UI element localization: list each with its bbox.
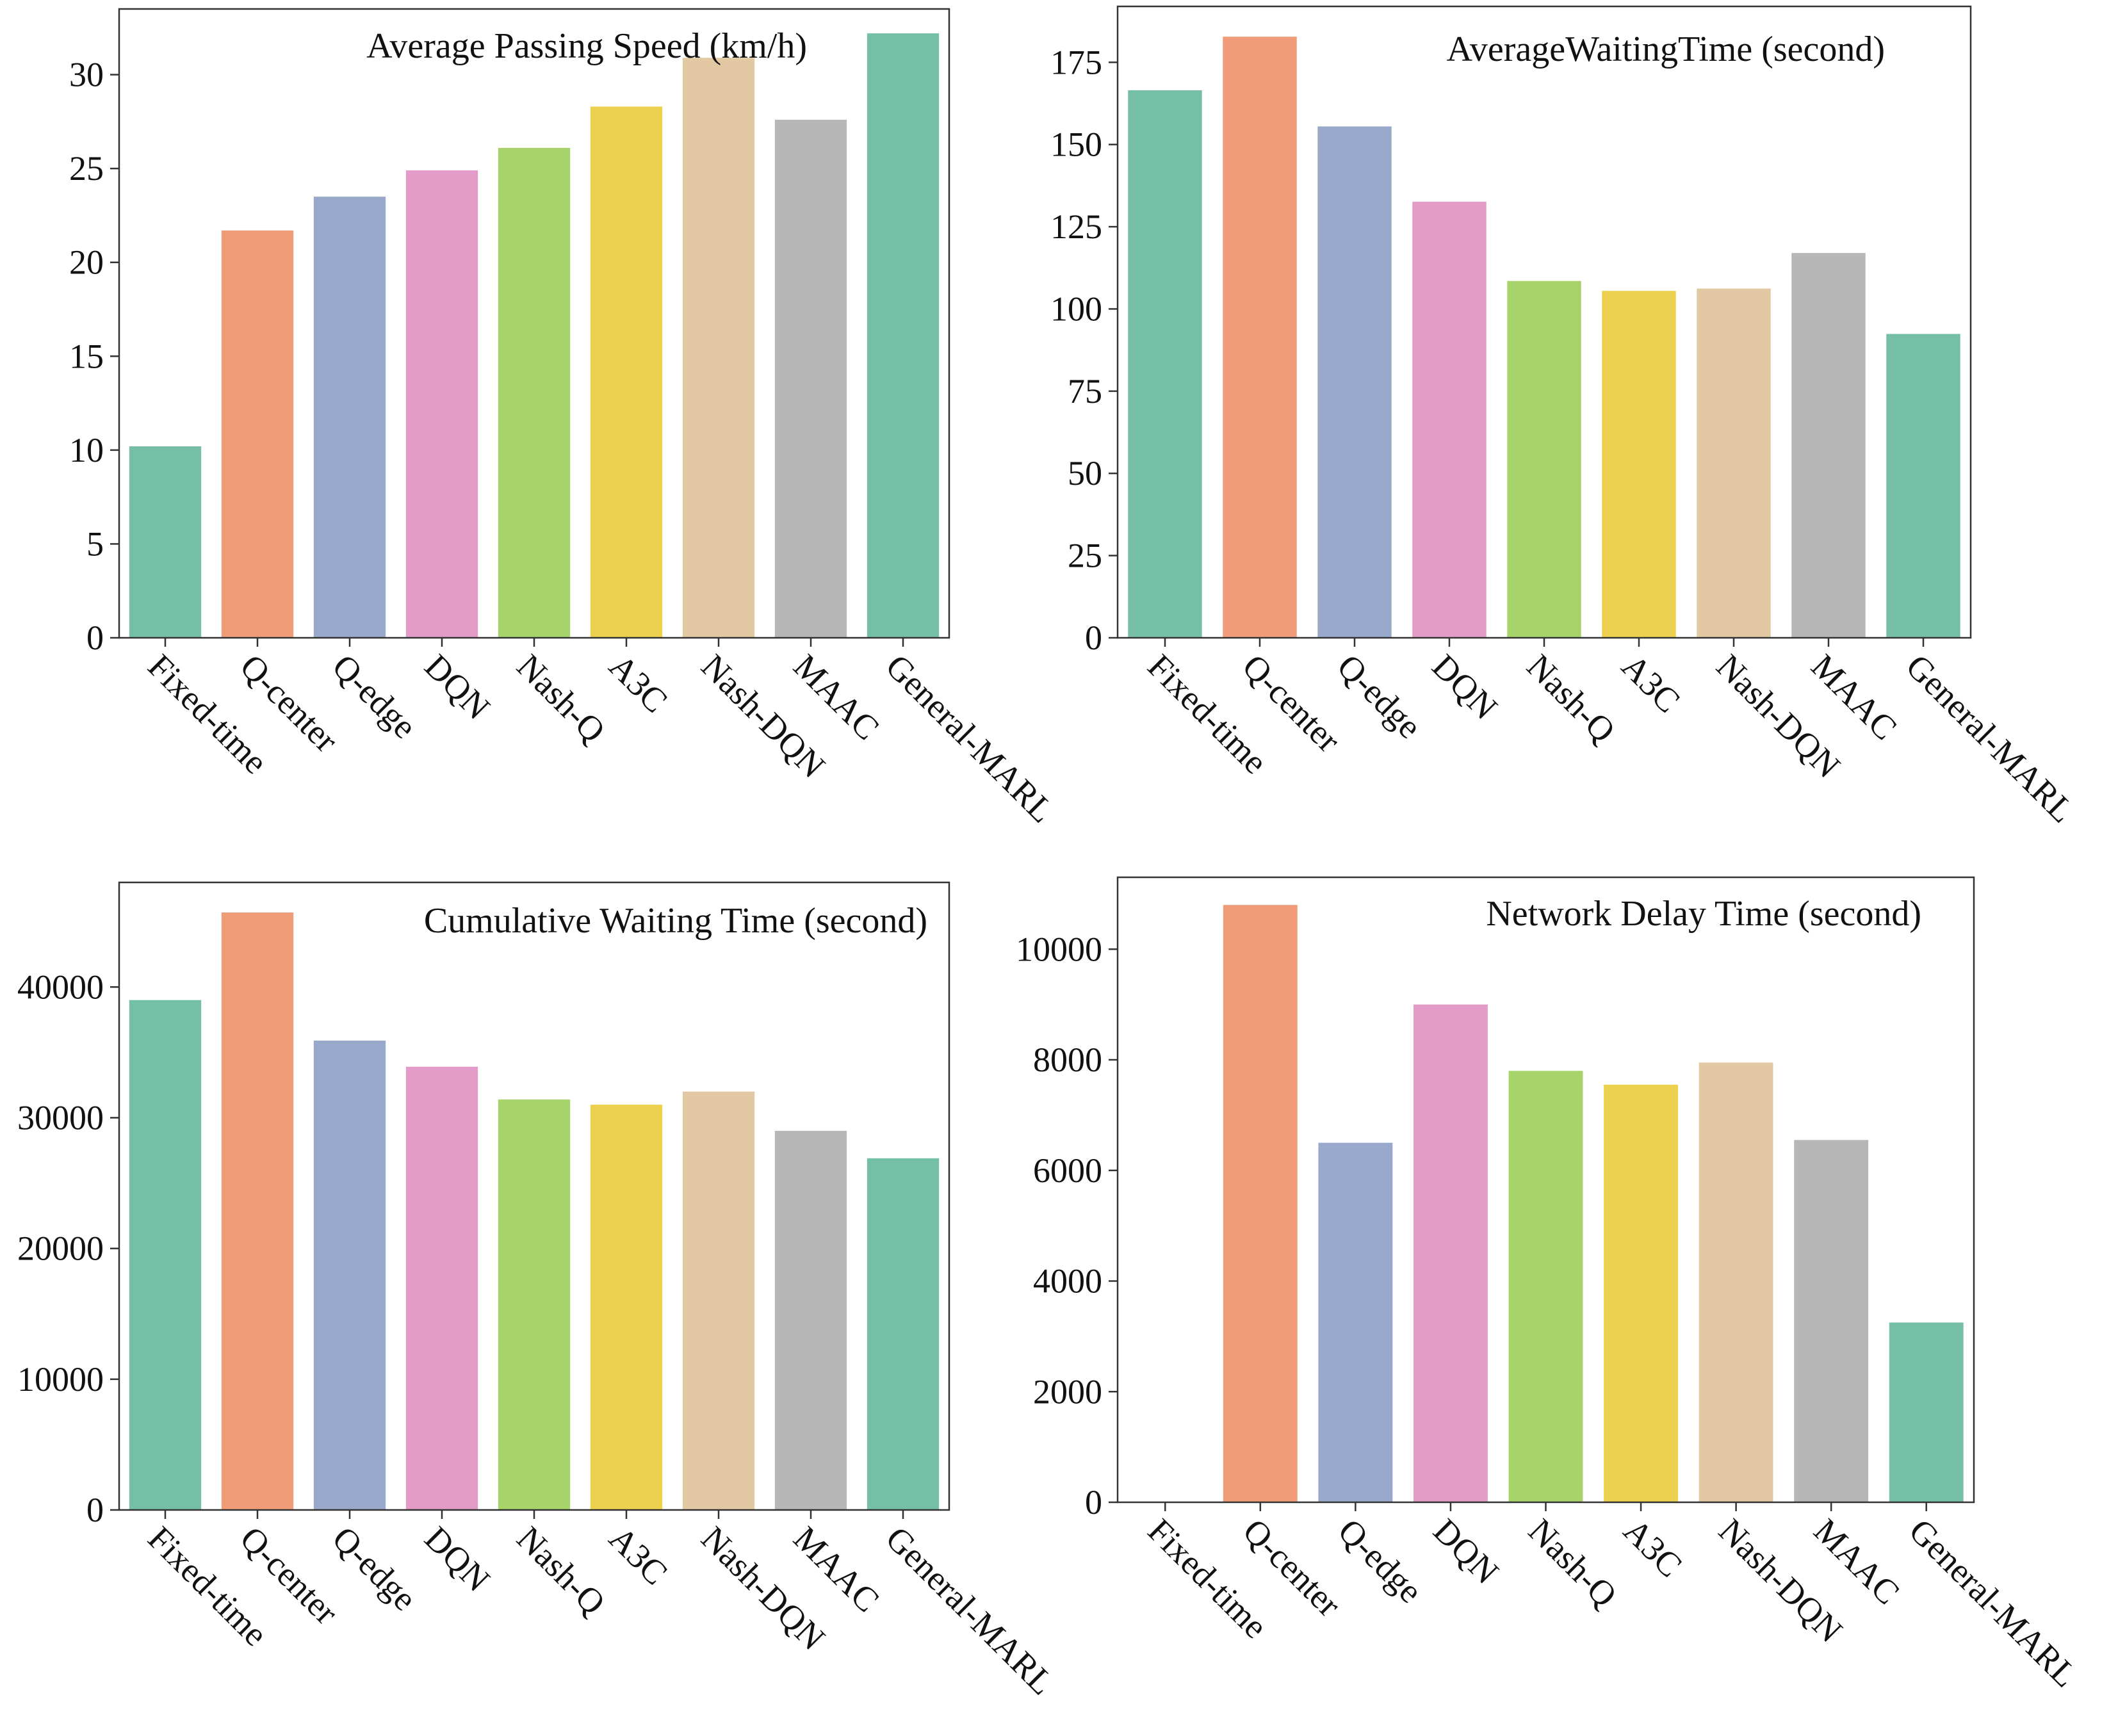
bar-nash-dqn [1698, 1062, 1773, 1502]
bar-a3c [590, 106, 663, 638]
y-tick-label: 15 [69, 337, 104, 375]
bar-nash-dqn [682, 58, 755, 638]
bar-q-center [1223, 905, 1298, 1502]
chart-panel-4: 0200040006000800010000Fixed-timeQ-center… [1016, 876, 2085, 1694]
x-tick-label: General-MARL [879, 1519, 1062, 1702]
bar-nash-q [498, 147, 571, 638]
y-tick-label: 30000 [17, 1099, 104, 1137]
x-tick-label: A3C [1615, 647, 1688, 720]
y-tick-label: 50 [1068, 454, 1102, 492]
y-tick-label: 5 [86, 524, 104, 563]
bar-q-center [221, 912, 294, 1510]
x-tick-label: DQN [1426, 1511, 1506, 1591]
x-tick-label: DQN [1425, 647, 1505, 727]
bar-a3c [590, 1105, 663, 1510]
x-tick-label: A3C [602, 647, 676, 720]
chart-panel-3: 010000200003000040000Fixed-timeQ-centerQ… [17, 881, 1062, 1702]
y-tick-label: 125 [1050, 207, 1102, 246]
chart-title: AverageWaitingTime (second) [1447, 29, 1885, 69]
y-tick-label: 25 [69, 149, 104, 188]
bar-maac [774, 1130, 847, 1510]
bar-nash-q [1507, 280, 1581, 638]
bar-fixed-time [129, 446, 202, 638]
chart-title: Average Passing Speed (km/h) [366, 26, 807, 66]
y-tick-label: 30 [69, 56, 104, 94]
x-tick-label: Nash-Q [1521, 1511, 1624, 1614]
bar-general-marl [1886, 334, 1960, 638]
x-tick-label: Nash-Q [1520, 647, 1623, 750]
bar-q-edge [1317, 126, 1392, 638]
y-tick-label: 25 [1068, 537, 1102, 575]
bar-maac [774, 119, 847, 638]
y-tick-label: 2000 [1033, 1372, 1102, 1411]
bar-a3c [1602, 291, 1676, 638]
bar-q-edge [313, 197, 386, 638]
y-tick-label: 6000 [1033, 1151, 1102, 1190]
x-tick-label: General-MARL [1902, 1511, 2085, 1694]
bar-q-center [221, 230, 294, 638]
bar-nash-q [1508, 1071, 1583, 1502]
bar-fixed-time [129, 1000, 202, 1510]
x-tick-label: General-MARL [1899, 647, 2082, 830]
bar-nash-q [498, 1099, 571, 1510]
x-tick-label: DQN [418, 647, 498, 727]
y-tick-label: 150 [1050, 126, 1102, 164]
x-tick-label: General-MARL [879, 647, 1062, 830]
bar-dqn [1412, 202, 1487, 638]
chart-panel-2: 0255075100125150175Fixed-timeQ-centerQ-e… [1050, 5, 2082, 830]
y-tick-label: 100 [1050, 289, 1102, 328]
y-tick-label: 8000 [1033, 1041, 1102, 1079]
chart-title: Cumulative Waiting Time (second) [424, 901, 927, 941]
bar-dqn [405, 170, 478, 638]
y-tick-label: 0 [1085, 619, 1102, 657]
bar-dqn [405, 1066, 478, 1510]
bar-general-marl [867, 33, 940, 638]
bar-fixed-time [1128, 90, 1202, 638]
bar-dqn [1413, 1004, 1488, 1502]
bar-maac [1791, 253, 1866, 638]
bar-q-edge [1318, 1142, 1393, 1502]
bar-q-center [1223, 37, 1297, 638]
x-tick-label: A3C [1617, 1511, 1690, 1585]
bar-nash-dqn [1697, 288, 1771, 638]
x-tick-label: Nash-Q [510, 1519, 613, 1622]
bar-general-marl [1889, 1322, 1964, 1502]
y-tick-label: 0 [86, 1491, 104, 1529]
bar-maac [1794, 1140, 1869, 1502]
bar-general-marl [867, 1158, 940, 1510]
y-tick-label: 40000 [17, 968, 104, 1006]
y-tick-label: 75 [1068, 372, 1102, 410]
y-tick-label: 10 [69, 431, 104, 469]
bar-q-edge [313, 1041, 386, 1510]
x-tick-label: Nash-Q [510, 647, 613, 750]
y-tick-label: 4000 [1033, 1262, 1102, 1301]
chart-title: Network Delay Time (second) [1486, 894, 1921, 934]
bar-a3c [1604, 1084, 1678, 1502]
x-tick-label: DQN [418, 1519, 498, 1599]
y-tick-label: 0 [1085, 1483, 1102, 1521]
y-tick-label: 10000 [17, 1360, 104, 1399]
y-tick-label: 175 [1050, 43, 1102, 81]
x-tick-label: A3C [602, 1519, 676, 1593]
y-tick-label: 20 [69, 243, 104, 282]
bar-nash-dqn [682, 1091, 755, 1510]
y-tick-label: 20000 [17, 1229, 104, 1268]
y-tick-label: 0 [86, 619, 104, 657]
y-tick-label: 10000 [1016, 930, 1102, 968]
